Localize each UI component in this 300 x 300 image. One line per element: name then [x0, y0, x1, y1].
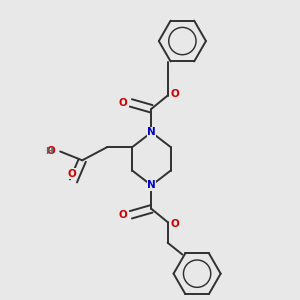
Text: N: N	[147, 180, 156, 190]
Text: O: O	[171, 89, 179, 99]
Text: O: O	[171, 219, 179, 229]
Text: N: N	[147, 127, 156, 137]
Text: H: H	[45, 147, 52, 156]
Text: O: O	[118, 210, 127, 220]
Text: O: O	[118, 98, 127, 108]
Text: O: O	[46, 146, 55, 157]
Text: O: O	[68, 169, 76, 178]
